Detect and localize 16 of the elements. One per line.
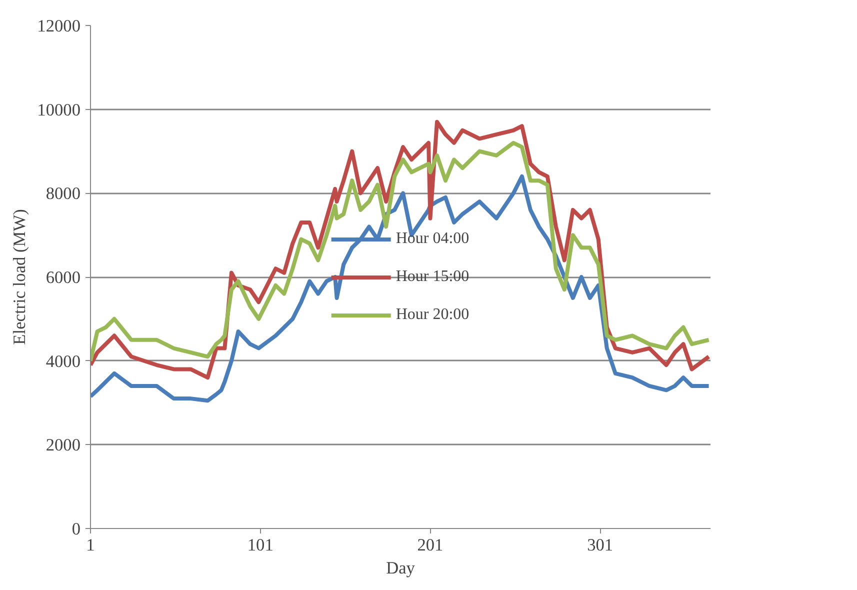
- line-series: [90, 174, 710, 403]
- legend-label: Hour 20:00: [396, 306, 470, 324]
- y-tick-label: 4000: [46, 352, 80, 371]
- x-tick-label: 1: [86, 536, 95, 554]
- y-tick-label: 10000: [37, 100, 81, 120]
- y-tick-label: 8000: [46, 184, 80, 204]
- x-tick-label: 201: [417, 536, 444, 554]
- x-tick-label: 301: [587, 536, 614, 554]
- y-tick-label: 12000: [37, 16, 81, 36]
- x-tick-label: 101: [247, 536, 274, 554]
- y-axis-title: Electric load (MW): [10, 208, 30, 345]
- y-tick-label: 6000: [46, 268, 80, 287]
- y-tick-label: 0: [72, 520, 81, 538]
- legend-label: Hour 04:00: [396, 230, 470, 248]
- x-axis-title: Day: [386, 558, 416, 578]
- y-tick-label: 2000: [46, 436, 80, 455]
